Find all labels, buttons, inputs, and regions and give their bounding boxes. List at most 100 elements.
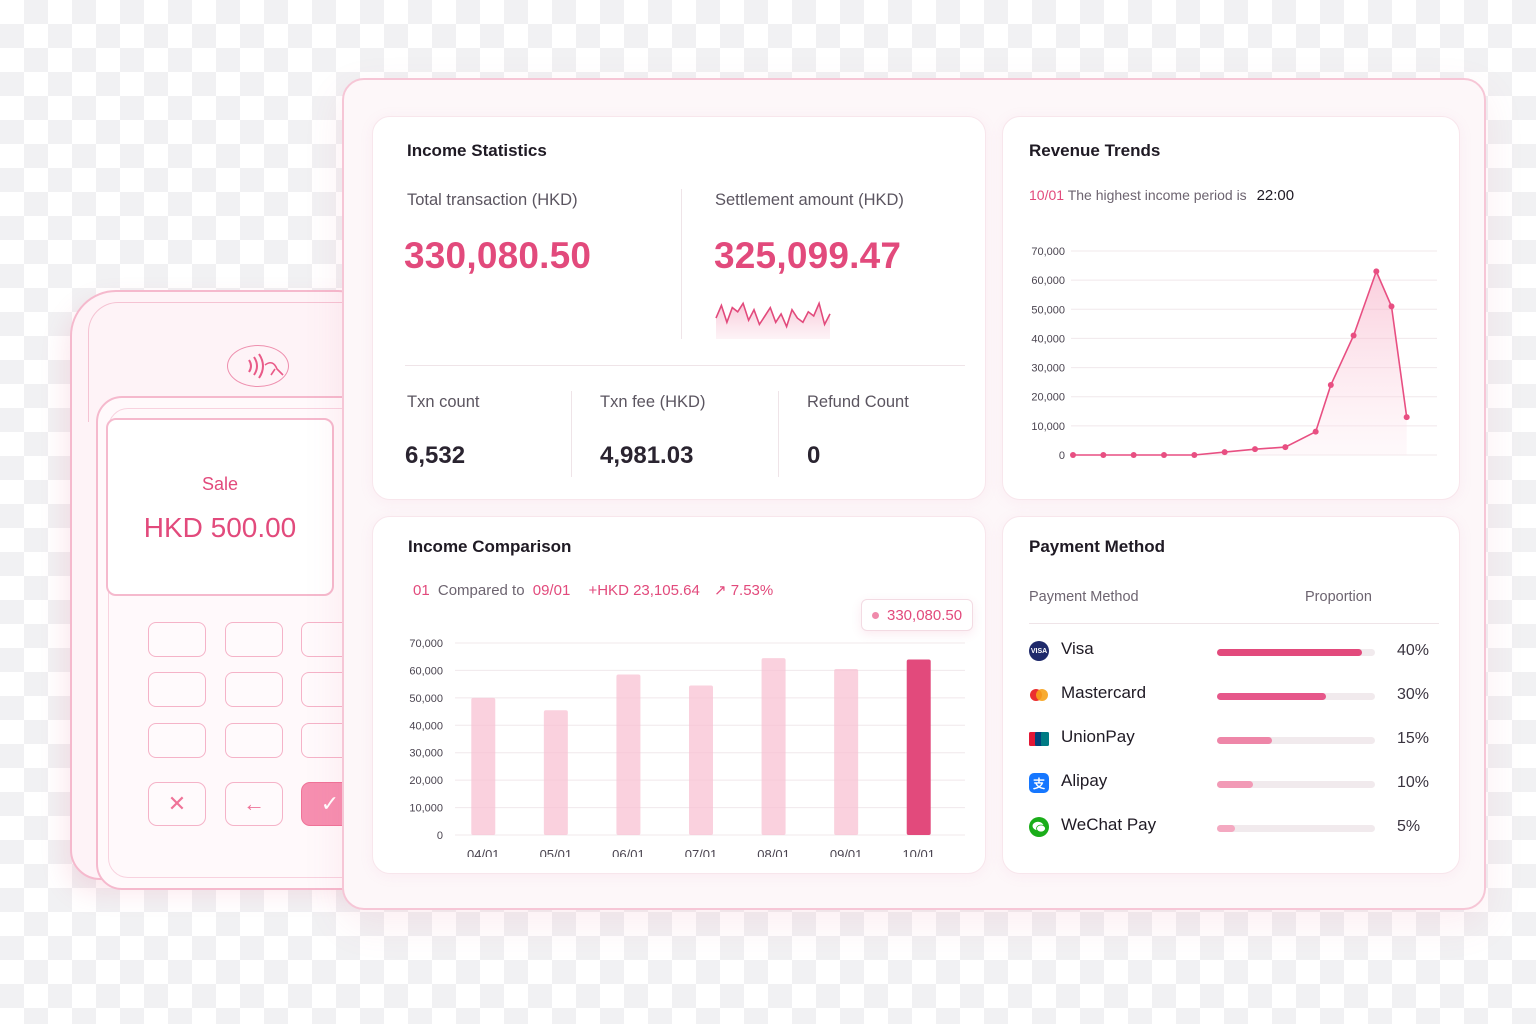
keypad-key[interactable]: [148, 723, 206, 758]
pos-screen: Sale HKD 500.00: [106, 418, 334, 596]
settlement-amount-value: 325,099.47: [714, 235, 902, 276]
divider: [778, 391, 779, 477]
bar: [834, 669, 859, 835]
visa-icon: VISA: [1029, 641, 1049, 661]
card-title: Income Statistics: [407, 141, 547, 160]
keypad-key[interactable]: [225, 723, 283, 758]
sparkline-line: [715, 300, 831, 329]
y-tick-label: 20,000: [409, 775, 443, 787]
trend-area: [1073, 271, 1407, 455]
trend-point: [1070, 452, 1076, 458]
trend-point: [1130, 452, 1137, 458]
payment-row-visa: VISA Visa 40%: [1027, 637, 1437, 667]
arrow-left-icon: ←: [243, 791, 265, 816]
txn-count-value: 6,532: [405, 442, 466, 469]
keypad-key[interactable]: [225, 622, 283, 657]
x-tick-label: 24:00: [1424, 472, 1450, 473]
proportion-value: 10%: [1397, 774, 1430, 791]
trend-point: [1161, 452, 1167, 458]
card-title: Revenue Trends: [1029, 141, 1161, 160]
y-tick-label: 60,000: [1031, 275, 1065, 287]
comparison-date: 09/01: [532, 582, 571, 599]
keypad-key[interactable]: [148, 622, 206, 657]
x-tick-label: 00:00: [1060, 472, 1086, 473]
y-tick-label: 50,000: [1031, 304, 1065, 316]
trend-peak-time: 22:00: [1256, 187, 1295, 204]
y-tick-label: 60,000: [409, 665, 443, 677]
proportion-bar: [1217, 825, 1236, 832]
column-header-method: Payment Method: [1029, 589, 1139, 605]
sparkline-area: [716, 303, 830, 339]
x-tick-label: 20:00: [1363, 472, 1389, 473]
wechat-pay-icon: [1029, 817, 1049, 837]
proportion-bar: [1217, 781, 1254, 788]
trend-point: [1403, 414, 1410, 421]
payment-row-mastercard: Mastercard 30%: [1027, 681, 1437, 711]
bar: [761, 658, 786, 835]
x-tick-label: 07/01: [685, 847, 718, 857]
keypad-key[interactable]: [225, 672, 283, 707]
y-tick-label: 20,000: [1031, 392, 1065, 404]
revenue-trends-card: Revenue Trends 10/01 The highest income …: [1002, 116, 1460, 500]
card-title: Payment Method: [1029, 537, 1166, 556]
pos-terminal: Sale HKD 500.00 ✕ ← ✓: [66, 290, 396, 900]
keypad-key[interactable]: [148, 672, 206, 707]
cancel-key[interactable]: ✕: [148, 782, 206, 826]
trend-line: [1073, 269, 1408, 456]
payment-row-wechat-pay: WeChat Pay 5%: [1027, 813, 1437, 843]
trend-point: [1252, 446, 1258, 453]
settlement-amount-label: Settlement amount (HKD): [715, 191, 904, 209]
proportion-bar: [1217, 649, 1363, 656]
backspace-key[interactable]: ←: [225, 782, 283, 826]
x-tick-label: 06/01: [612, 847, 645, 857]
proportion-track: [1217, 649, 1375, 656]
comparison-current: 01: [413, 582, 430, 599]
trend-point: [1327, 382, 1334, 389]
tooltip-dot: [872, 611, 879, 619]
x-tick-label: 09/01: [830, 847, 863, 857]
y-tick-label: 50,000: [409, 693, 443, 705]
divider: [405, 365, 965, 366]
proportion-value: 40%: [1397, 642, 1430, 659]
income-statistics-card: Income Statistics Total transaction (HKD…: [372, 116, 986, 500]
dashboard-panel: Income Statistics Total transaction (HKD…: [342, 78, 1486, 910]
payment-method-card: Payment Method Payment Method Proportion…: [1002, 516, 1460, 874]
bar: [471, 697, 496, 835]
divider: [571, 391, 572, 477]
x-tick-label: 10/01: [902, 847, 935, 857]
card-title: Income Comparison: [408, 537, 572, 556]
trend-point: [1312, 428, 1319, 435]
pos-amount: HKD 500.00: [143, 512, 297, 543]
proportion-bar: [1217, 737, 1272, 744]
trend-point: [1373, 268, 1380, 275]
revenue-trends-chart: 0 10,000 20,000 30,000 40,000 50,000 60,000 70,…: [1031, 246, 1450, 473]
close-icon: ✕: [167, 791, 187, 816]
y-tick-label: 10,000: [1031, 421, 1065, 433]
proportion-track: [1217, 737, 1375, 744]
mastercard-icon: [1029, 685, 1049, 705]
payment-name: Mastercard: [1061, 683, 1147, 702]
bar: [616, 674, 641, 835]
x-tick-label: 05/01: [540, 847, 573, 857]
proportion-track: [1217, 693, 1375, 700]
income-comparison-card: Income Comparison 01 Compared to 09/01 +…: [372, 516, 986, 874]
y-tick-label: 0: [1059, 450, 1065, 462]
proportion-value: 15%: [1397, 730, 1430, 747]
y-tick-label: 40,000: [1031, 333, 1065, 345]
trend-point: [1282, 444, 1289, 451]
x-tick-label: 04:00: [1121, 472, 1147, 473]
x-tick-label: 10:00: [1212, 472, 1238, 473]
x-tick-label: 04/01: [467, 847, 500, 857]
trend-subtitle-text: The highest income period is: [1067, 187, 1247, 203]
comparison-label: Compared to: [437, 582, 525, 599]
comparison-change: ↗ 7.53%: [713, 582, 774, 599]
trend-point: [1350, 332, 1357, 339]
x-tick-label: 06:00: [1151, 472, 1177, 473]
comparison-diff: +HKD 23,105.64: [588, 582, 700, 599]
x-tick-label: 18:00: [1333, 472, 1359, 473]
checkmark-icon: ✓: [320, 791, 340, 816]
y-tick-label: 70,000: [1031, 246, 1065, 258]
y-tick-label: 40,000: [409, 720, 443, 732]
y-tick-label: 30,000: [1031, 363, 1065, 375]
column-header-proportion: Proportion: [1305, 589, 1372, 605]
